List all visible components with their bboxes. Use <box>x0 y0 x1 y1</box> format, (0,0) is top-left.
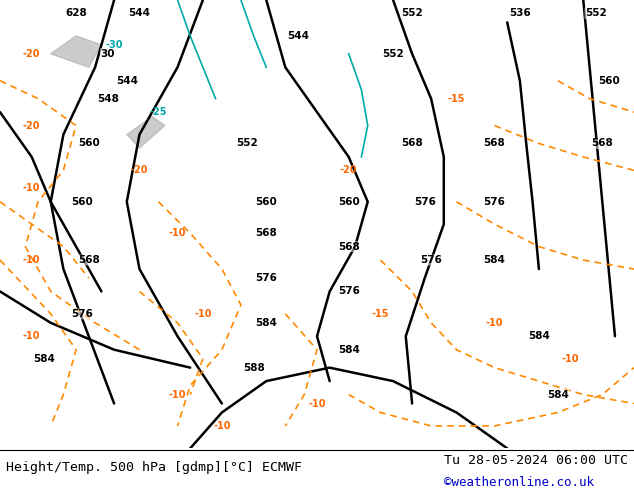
Text: 576: 576 <box>72 309 93 319</box>
Text: 584: 584 <box>256 318 277 328</box>
Text: 576: 576 <box>256 273 277 283</box>
Text: 568: 568 <box>338 242 359 251</box>
Text: 568: 568 <box>256 228 277 238</box>
Text: 568: 568 <box>484 139 505 148</box>
Text: -10: -10 <box>23 255 41 265</box>
Text: 576: 576 <box>338 287 359 296</box>
Text: -10: -10 <box>213 421 231 431</box>
Text: 588: 588 <box>243 363 264 373</box>
Polygon shape <box>127 117 165 148</box>
Text: 576: 576 <box>420 255 442 265</box>
Text: 560: 560 <box>338 197 359 207</box>
Text: 584: 584 <box>34 354 55 364</box>
Text: -15: -15 <box>448 94 465 104</box>
Text: -10: -10 <box>194 309 212 319</box>
Text: 536: 536 <box>509 8 531 19</box>
Text: 576: 576 <box>484 197 505 207</box>
Text: 568: 568 <box>78 255 100 265</box>
Text: -10: -10 <box>486 318 503 328</box>
Text: 544: 544 <box>116 75 138 86</box>
Text: -10: -10 <box>169 390 186 399</box>
Text: -10: -10 <box>308 398 326 409</box>
Text: 544: 544 <box>287 31 309 41</box>
Text: -15: -15 <box>372 309 389 319</box>
Text: -10: -10 <box>562 354 579 364</box>
Text: 576: 576 <box>414 197 436 207</box>
Text: 568: 568 <box>401 139 423 148</box>
Text: -10: -10 <box>23 331 41 341</box>
Text: -20: -20 <box>131 165 148 175</box>
Polygon shape <box>51 36 101 67</box>
Text: -10: -10 <box>169 228 186 238</box>
Text: -10: -10 <box>23 183 41 194</box>
Text: -20: -20 <box>23 49 41 59</box>
Text: 552: 552 <box>585 8 607 19</box>
Text: -20: -20 <box>23 121 41 130</box>
Text: Tu 28-05-2024 06:00 UTC (00+06): Tu 28-05-2024 06:00 UTC (00+06) <box>444 454 634 466</box>
Text: 30: 30 <box>101 49 115 59</box>
Text: 560: 560 <box>78 139 100 148</box>
Text: 560: 560 <box>256 197 277 207</box>
Text: -20: -20 <box>340 165 358 175</box>
Text: 552: 552 <box>236 139 258 148</box>
Text: 544: 544 <box>129 8 150 19</box>
Text: 560: 560 <box>72 197 93 207</box>
Text: -25: -25 <box>150 107 167 117</box>
Text: 584: 584 <box>338 344 359 355</box>
Text: 584: 584 <box>484 255 505 265</box>
Text: 560: 560 <box>598 75 619 86</box>
Text: 548: 548 <box>97 94 119 104</box>
Text: 584: 584 <box>528 331 550 341</box>
Text: 628: 628 <box>65 8 87 19</box>
Text: 568: 568 <box>592 139 613 148</box>
Text: 552: 552 <box>382 49 404 59</box>
Text: Height/Temp. 500 hPa [gdmp][°C] ECMWF: Height/Temp. 500 hPa [gdmp][°C] ECMWF <box>6 461 302 474</box>
Text: 552: 552 <box>401 8 423 19</box>
Text: -30: -30 <box>105 40 123 50</box>
Text: 584: 584 <box>547 390 569 399</box>
Text: ©weatheronline.co.uk: ©weatheronline.co.uk <box>444 476 594 489</box>
